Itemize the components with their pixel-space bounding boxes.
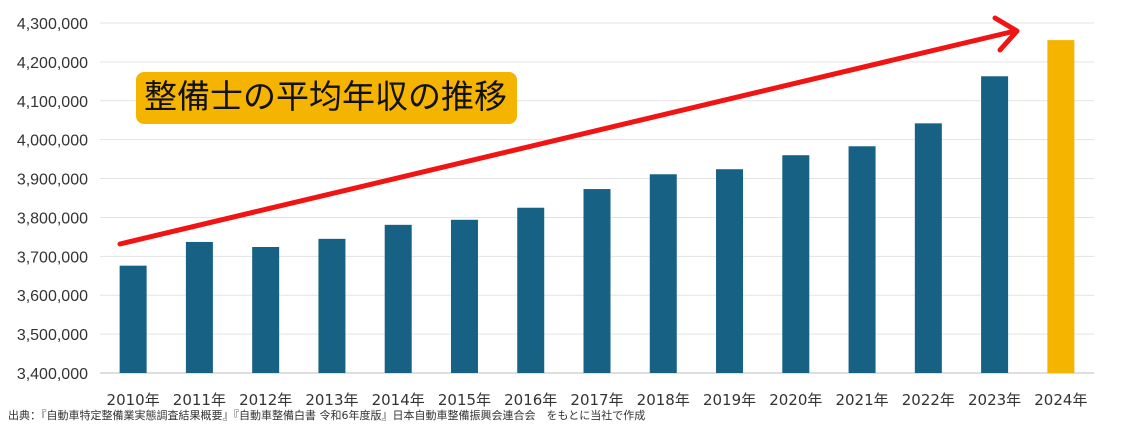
bars bbox=[119, 40, 1075, 374]
x-tick-label: 2016年 bbox=[504, 391, 557, 409]
bar-2021年 bbox=[848, 146, 876, 373]
bar-2016年 bbox=[517, 207, 545, 373]
y-tick-label: 3,500,000 bbox=[17, 327, 88, 344]
bar-2019年 bbox=[716, 169, 744, 373]
y-tick-label: 3,400,000 bbox=[17, 366, 88, 383]
y-tick-label: 4,200,000 bbox=[17, 55, 88, 72]
bar-2020年 bbox=[782, 155, 810, 373]
x-axis-ticks: 2010年 2011年 2012年 2013年 2014年 2015年 2016年 2017年… bbox=[107, 391, 1088, 409]
x-tick-label: 2015年 bbox=[438, 391, 491, 409]
bar-2012年 bbox=[252, 247, 280, 373]
bar-2017年 bbox=[583, 189, 611, 373]
y-tick-label: 4,300,000 bbox=[17, 16, 88, 33]
x-tick-label: 2024年 bbox=[1034, 391, 1087, 409]
bar-2018年 bbox=[649, 174, 677, 373]
y-tick-label: 4,100,000 bbox=[17, 94, 88, 111]
x-tick-label: 2020年 bbox=[769, 391, 822, 409]
x-tick-label: 2013年 bbox=[305, 391, 358, 409]
bar-2013年 bbox=[318, 238, 346, 373]
x-tick-label: 2011年 bbox=[173, 391, 226, 409]
x-tick-label: 2019年 bbox=[703, 391, 756, 409]
x-tick-label: 2023年 bbox=[968, 391, 1021, 409]
y-tick-label: 3,600,000 bbox=[17, 288, 88, 305]
x-tick-label: 2010年 bbox=[107, 391, 160, 409]
trend-arrow-line bbox=[117, 28, 1018, 247]
chart-title: 整備士の平均年収の推移 bbox=[136, 72, 517, 124]
y-tick-label: 4,000,000 bbox=[17, 133, 88, 150]
y-axis-ticks: 3,400,000 3,500,000 3,600,000 3,700,000 3,80… bbox=[17, 16, 88, 383]
x-tick-label: 2018年 bbox=[637, 391, 690, 409]
trend-arrow bbox=[117, 15, 1020, 247]
x-tick-label: 2014年 bbox=[372, 391, 425, 409]
bar-2011年 bbox=[185, 241, 213, 373]
bar-2010年 bbox=[119, 265, 147, 373]
x-tick-label: 2017年 bbox=[570, 391, 623, 409]
x-tick-label: 2022年 bbox=[902, 391, 955, 409]
y-tick-label: 3,800,000 bbox=[17, 210, 88, 227]
bar-2014年 bbox=[384, 224, 412, 373]
trend-arrow-head bbox=[992, 15, 1020, 53]
x-tick-label: 2021年 bbox=[835, 391, 888, 409]
x-tick-label: 2012年 bbox=[239, 391, 292, 409]
bar-2024年 bbox=[1047, 40, 1075, 373]
bar-2023年 bbox=[981, 76, 1009, 374]
source-note: 出典：『自動車特定整備業実態調査結果概要』『自動車整備白書 令和6年度版』日本自… bbox=[8, 409, 646, 422]
y-tick-label: 3,900,000 bbox=[17, 172, 88, 189]
y-tick-label: 3,700,000 bbox=[17, 249, 88, 266]
bar-2022年 bbox=[914, 123, 942, 373]
bar-2015年 bbox=[450, 219, 478, 373]
